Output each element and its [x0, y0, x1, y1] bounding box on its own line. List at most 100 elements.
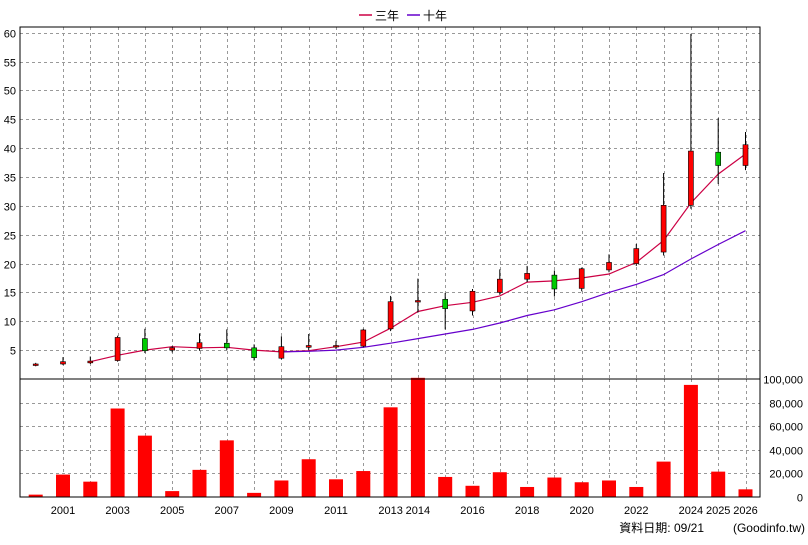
- candle-body: [688, 150, 694, 206]
- legend-label-10yr: 十年: [423, 9, 447, 23]
- volume-bar: [629, 486, 644, 497]
- volume-panel: 0 20,000 40,000 60,000 80,000 100,000: [19, 375, 803, 505]
- candle-body: [142, 338, 148, 352]
- volume-bar: [492, 472, 507, 497]
- price-y-tick-label: 30: [4, 202, 16, 214]
- volume-bar: [192, 469, 207, 497]
- volume-y-tick-label: 0: [797, 493, 803, 505]
- volume-bars: [28, 377, 753, 497]
- volume-bar: [656, 461, 671, 497]
- volume-bar: [465, 485, 480, 497]
- volume-bar: [329, 479, 343, 497]
- volume-bar: [410, 377, 425, 497]
- candle-body: [360, 329, 367, 347]
- price-panel: 5 10 15 20 25 30 35 40 45 50 55 60: [4, 26, 761, 380]
- x-tick-label: 2024: [679, 505, 703, 517]
- x-tick-label: 2001: [51, 505, 75, 517]
- x-tick-label: 2014: [406, 505, 430, 517]
- candle-body: [169, 347, 175, 351]
- candle-body: [87, 360, 94, 364]
- x-tick-label: 2022: [624, 505, 648, 517]
- volume-bar: [301, 459, 316, 497]
- volume-y-tick-label: 80,000: [769, 399, 803, 411]
- volume-bar: [165, 491, 180, 497]
- candle-body: [442, 299, 449, 309]
- candle-body: [578, 268, 585, 289]
- price-y-tick-label: 15: [4, 288, 16, 300]
- candle-body: [278, 346, 285, 359]
- volume-bar: [520, 486, 535, 497]
- candle-body: [114, 337, 121, 361]
- x-tick-label: 2009: [269, 505, 293, 517]
- volume-bar: [219, 440, 234, 497]
- ma-10yr-line: [281, 230, 746, 353]
- price-y-tick-label: 40: [4, 144, 16, 156]
- moving-average-lines: [90, 153, 746, 363]
- volume-bar: [28, 494, 43, 497]
- price-y-tick-label: 35: [4, 173, 16, 185]
- candle-body: [305, 345, 312, 348]
- price-y-tick-label: 25: [4, 231, 16, 243]
- price-y-tick-label: 5: [10, 346, 16, 358]
- candle-body: [524, 273, 530, 280]
- volume-y-tick-label: 20,000: [769, 469, 803, 481]
- price-y-tick-label: 50: [4, 86, 16, 98]
- volume-bar: [683, 384, 698, 497]
- price-y-tick-label: 55: [4, 58, 16, 70]
- volume-bar: [438, 476, 453, 497]
- legend: 三年 十年: [359, 9, 447, 23]
- x-tick-label: 2003: [105, 505, 129, 517]
- footer: 資料日期: 09/21 (Goodinfo.tw): [619, 521, 805, 535]
- x-tick-label: 2011: [324, 505, 348, 517]
- volume-bar: [274, 480, 289, 497]
- volume-y-tick-label: 40,000: [769, 446, 803, 458]
- ma-3yr-line: [90, 153, 746, 363]
- x-axis-labels: 2001 2003 2005 2007 2009 2011 2013 2014 2016 2018…: [51, 505, 758, 517]
- candle-body: [387, 301, 394, 330]
- volume-bar: [738, 489, 753, 497]
- x-tick-label: 2016: [460, 505, 484, 517]
- volume-bar: [247, 492, 262, 497]
- candle-body: [660, 205, 667, 253]
- volume-bar: [83, 481, 98, 497]
- volume-bar: [383, 407, 398, 497]
- price-y-tick-label: 10: [4, 317, 16, 329]
- volume-bar: [110, 408, 125, 497]
- candle-body: [469, 290, 476, 312]
- volume-bar: [711, 471, 726, 497]
- x-tick-label: 2026: [733, 505, 757, 517]
- candle-body: [496, 278, 503, 293]
- data-date-text: 資料日期: 09/21: [619, 521, 704, 535]
- x-tick-label: 2025: [706, 505, 730, 517]
- x-tick-label: 2007: [215, 505, 239, 517]
- price-y-axis-labels: 5 10 15 20 25 30 35 40 45 50 55 60: [4, 29, 16, 358]
- price-y-tick-label: 20: [4, 260, 16, 272]
- x-tick-label: 2020: [569, 505, 593, 517]
- volume-bar: [574, 482, 589, 497]
- volume-bar: [356, 471, 371, 497]
- volume-y-tick-label: 60,000: [769, 422, 803, 434]
- candle-body: [333, 345, 339, 348]
- candle-body: [196, 342, 203, 349]
- volume-bar: [137, 435, 152, 497]
- candle-body: [715, 151, 722, 166]
- volume-bar: [602, 480, 616, 497]
- source-text: (Goodinfo.tw): [733, 521, 805, 535]
- volume-y-tick-label: 100,000: [763, 375, 803, 387]
- x-tick-label: 2005: [160, 505, 184, 517]
- candle-body: [251, 347, 257, 358]
- candle-body: [415, 300, 421, 303]
- price-y-tick-label: 60: [4, 29, 16, 41]
- x-tick-label: 2018: [515, 505, 539, 517]
- candle-body: [551, 274, 558, 290]
- volume-panel-frame: [19, 378, 761, 498]
- volume-y-axis-labels: 0 20,000 40,000 60,000 80,000 100,000: [763, 375, 803, 505]
- price-y-tick-label: 45: [4, 115, 16, 127]
- candle-body: [32, 363, 39, 366]
- candle-body: [633, 248, 640, 264]
- legend-label-3yr: 三年: [375, 9, 399, 23]
- candle-body: [606, 262, 612, 271]
- candlesticks: [32, 33, 749, 367]
